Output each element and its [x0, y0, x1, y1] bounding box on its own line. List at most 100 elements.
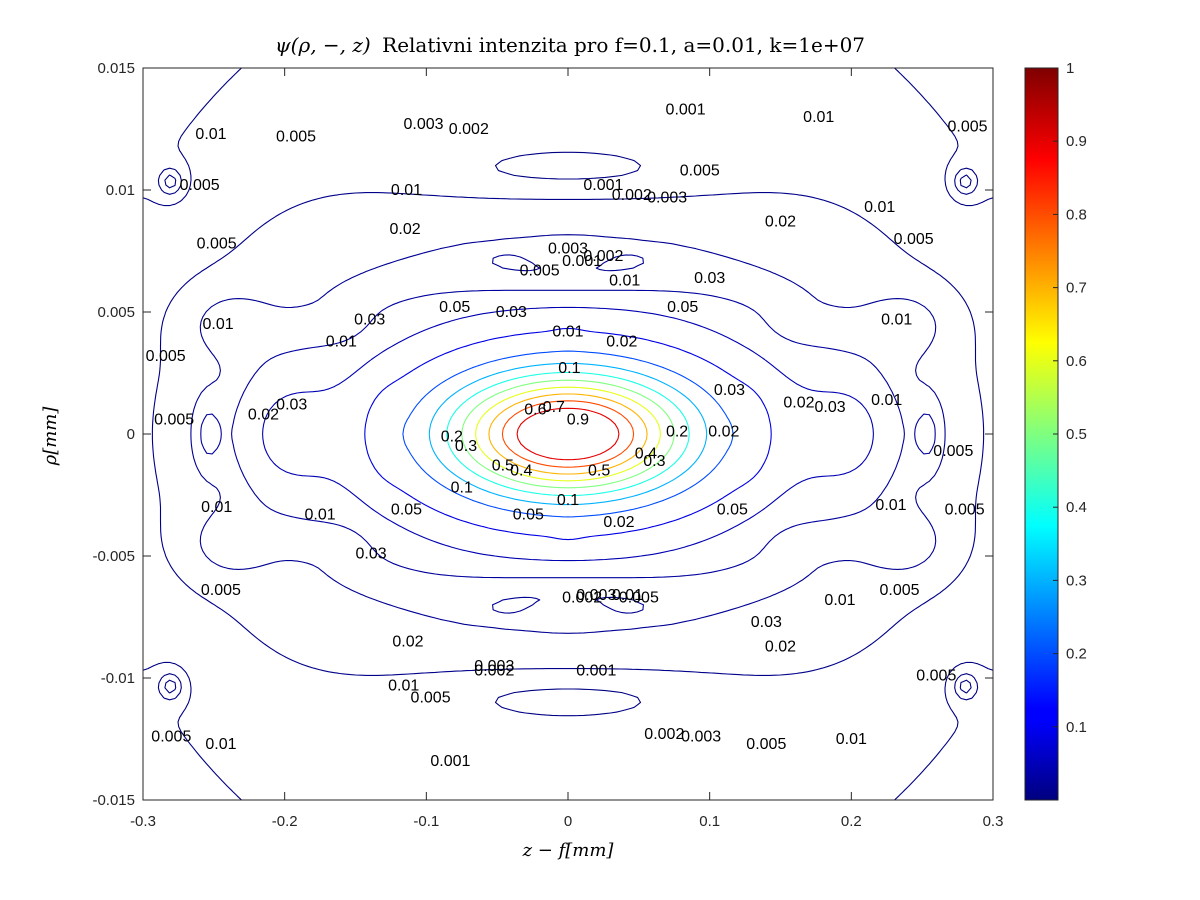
colorbar-tick-label: 0.8 — [1066, 206, 1087, 223]
contour-label: 0.01 — [609, 272, 640, 289]
colorbar-tick-label: 0.4 — [1066, 499, 1087, 516]
contour-label: 0.02 — [390, 221, 421, 238]
contour-line-0.5 — [461, 379, 675, 489]
contour-label: 0.01 — [552, 324, 583, 341]
contour-line-0.01 — [151, 192, 985, 676]
contour-label: 0.005 — [916, 668, 956, 685]
contour-label: 0.03 — [815, 399, 846, 416]
contour-label: 0.005 — [520, 263, 560, 280]
contour-label: 0.001 — [562, 253, 602, 270]
colorbar-ticks: 1 0.9 0.8 0.7 0.6 0.5 0.4 0.3 0.2 0.1 — [1053, 60, 1087, 736]
contour-label: 0.7 — [543, 399, 565, 416]
contour-label: 0.6 — [524, 402, 546, 419]
contour-label: 0.3 — [455, 438, 477, 455]
contour-label: 0.01 — [864, 199, 895, 216]
x-tick-label: 0 — [564, 813, 572, 830]
contour-label: 0.002 — [583, 248, 623, 265]
contour-label: 0.003 — [647, 189, 687, 206]
contour-label: 0.01 — [875, 497, 906, 514]
contour-line-0.3 — [428, 362, 708, 506]
contour-line-0.03 — [200, 289, 936, 579]
contour-label: 0.4 — [510, 463, 532, 480]
contour-label: 0.03 — [354, 311, 385, 328]
contour-line-0.8 — [501, 400, 635, 468]
contour-label: 0.001 — [430, 753, 470, 770]
contour-line-0.2 — [402, 350, 734, 518]
contour-label: 0.01 — [836, 731, 867, 748]
contour-label: 0.2 — [441, 428, 463, 445]
contour-label: 0.003 — [548, 241, 588, 258]
contour-label: 0.005 — [680, 162, 720, 179]
y-tick-label: 0.015 — [97, 60, 135, 77]
x-tick-label: -0.2 — [272, 813, 298, 830]
contour-label: 0.005 — [947, 119, 987, 136]
contour-label: 0.9 — [567, 411, 589, 428]
contour-line-0.002 — [164, 174, 972, 694]
contour-label: 0.005 — [619, 589, 659, 606]
contour-label: 0.005 — [151, 729, 191, 746]
contour-label: 0.005 — [879, 582, 919, 599]
contour-label: 0.05 — [667, 299, 698, 316]
plot-area — [143, 68, 993, 800]
contour-label: 0.02 — [606, 333, 637, 350]
contour-line-0.005 — [143, 68, 993, 800]
contour-label: 0.005 — [201, 582, 241, 599]
contour-label: 0.1 — [558, 360, 580, 377]
contour-lines — [143, 68, 993, 800]
contour-label: 0.005 — [276, 128, 316, 145]
contour-label: 0.02 — [603, 514, 634, 531]
contour-line-0.4 — [446, 371, 690, 497]
contour-label: 0.02 — [248, 406, 279, 423]
contour-label: 0.01 — [612, 587, 643, 604]
contour-label: 0.1 — [557, 492, 579, 509]
contour-label: 0.01 — [305, 507, 336, 524]
contour-label: 0.03 — [751, 614, 782, 631]
contour-label: 0.001 — [576, 663, 616, 680]
contour-label: 0.01 — [803, 109, 834, 126]
contour-label: 0.002 — [612, 187, 652, 204]
y-tick-label: -0.005 — [92, 548, 135, 565]
contour-label: 0.005 — [746, 736, 786, 753]
colorbar-tick-label: 0.6 — [1066, 353, 1087, 370]
contour-label: 0.005 — [933, 443, 973, 460]
contour-label: 0.005 — [197, 236, 237, 253]
contour-line-0.7 — [488, 393, 648, 475]
contour-label: 0.1 — [451, 480, 473, 497]
contour-label: 0.003 — [576, 587, 616, 604]
x-axis-label: z − f[mm] — [522, 840, 615, 861]
contour-label: 0.01 — [391, 182, 422, 199]
contour-label: 0.01 — [871, 392, 902, 409]
contour-label: 0.002 — [644, 726, 684, 743]
contour-line-0.02 — [190, 234, 946, 634]
contour-label: 0.01 — [388, 677, 419, 694]
contour-label: 0.03 — [276, 397, 307, 414]
contour-line-0.6 — [475, 386, 661, 482]
contour-label: 0.5 — [588, 463, 610, 480]
contour-label: 0.03 — [714, 382, 745, 399]
contour-label: 0.002 — [474, 663, 514, 680]
contour-label: 0.02 — [765, 214, 796, 231]
x-tick-label: -0.1 — [413, 813, 439, 830]
contour-label: 0.3 — [643, 453, 665, 470]
contour-line-0.1 — [364, 327, 772, 541]
colorbar-tick-label: 0.5 — [1066, 426, 1087, 443]
contour-label: 0.02 — [392, 633, 423, 650]
y-tick-label: 0.005 — [97, 304, 135, 321]
contour-label: 0.01 — [195, 126, 226, 143]
x-axis: -0.3 -0.2 -0.1 0 0.1 0.2 0.3 — [130, 68, 1003, 830]
contour-line-0.003 — [157, 167, 979, 701]
colorbar-tick-label: 0.9 — [1066, 133, 1087, 150]
chart-title-text: Relativni intenzita pro f=0.1, a=0.01, k… — [382, 33, 865, 57]
colorbar-tick-label: 1 — [1066, 60, 1074, 77]
contour-label: 0.02 — [783, 394, 814, 411]
contour-label: 0.2 — [666, 424, 688, 441]
contour-label: 0.05 — [717, 502, 748, 519]
x-tick-label: 0.1 — [699, 813, 720, 830]
contour-label: 0.05 — [513, 507, 544, 524]
colorbar-tick-label: 0.1 — [1066, 719, 1087, 736]
x-tick-label: 0.2 — [841, 813, 862, 830]
contour-label: 0.003 — [474, 658, 514, 675]
x-tick-label: 0.3 — [983, 813, 1004, 830]
